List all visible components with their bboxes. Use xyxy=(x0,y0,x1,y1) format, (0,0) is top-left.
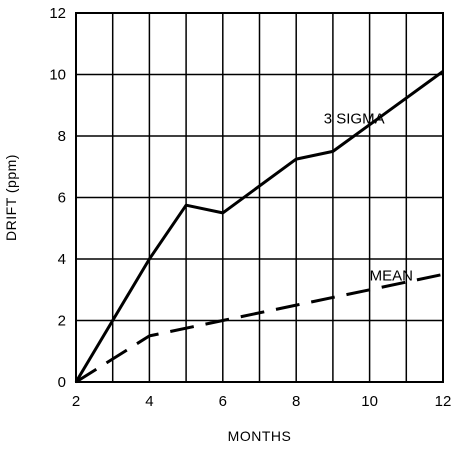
x-tick-label-2: 2 xyxy=(72,393,80,410)
y-tick-label-2: 2 xyxy=(58,313,66,330)
x-tick-label-4: 4 xyxy=(145,393,153,410)
x-tick-label-8: 8 xyxy=(292,393,300,410)
plot-frame xyxy=(75,12,444,383)
y-axis-title: DRIFT (ppm) xyxy=(3,154,19,241)
y-tick-label-8: 8 xyxy=(58,128,66,145)
y-tick-labels: 0 2 4 6 8 10 12 xyxy=(49,5,66,391)
series-label-mean: MEAN xyxy=(370,268,413,285)
y-tick-label-10: 10 xyxy=(49,67,66,84)
series-group xyxy=(74,70,444,384)
y-tick-label-6: 6 xyxy=(58,190,66,207)
series-line-0 xyxy=(74,70,444,383)
x-axis-title: MONTHS xyxy=(228,428,292,444)
grid xyxy=(75,12,444,383)
series-line-1 xyxy=(75,272,444,384)
x-tick-label-12: 12 xyxy=(435,393,452,410)
y-tick-label-4: 4 xyxy=(58,251,66,268)
series-label-3-sigma: 3 SIGMA xyxy=(324,111,385,128)
y-tick-label-0: 0 xyxy=(58,374,66,391)
x-tick-label-6: 6 xyxy=(219,393,227,410)
y-tick-label-12: 12 xyxy=(49,5,66,22)
x-tick-label-10: 10 xyxy=(361,393,378,410)
x-tick-labels: 2 4 6 8 10 12 xyxy=(72,393,452,410)
